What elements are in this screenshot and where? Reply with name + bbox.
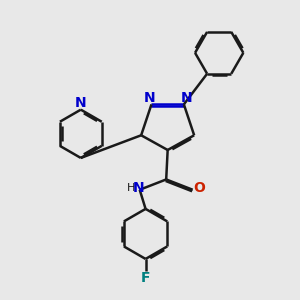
Text: N: N: [132, 181, 144, 195]
Text: N: N: [180, 91, 192, 105]
Text: F: F: [141, 271, 150, 285]
Text: N: N: [143, 91, 155, 105]
Text: O: O: [193, 181, 205, 195]
Text: N: N: [75, 96, 87, 110]
Text: H: H: [127, 183, 135, 193]
